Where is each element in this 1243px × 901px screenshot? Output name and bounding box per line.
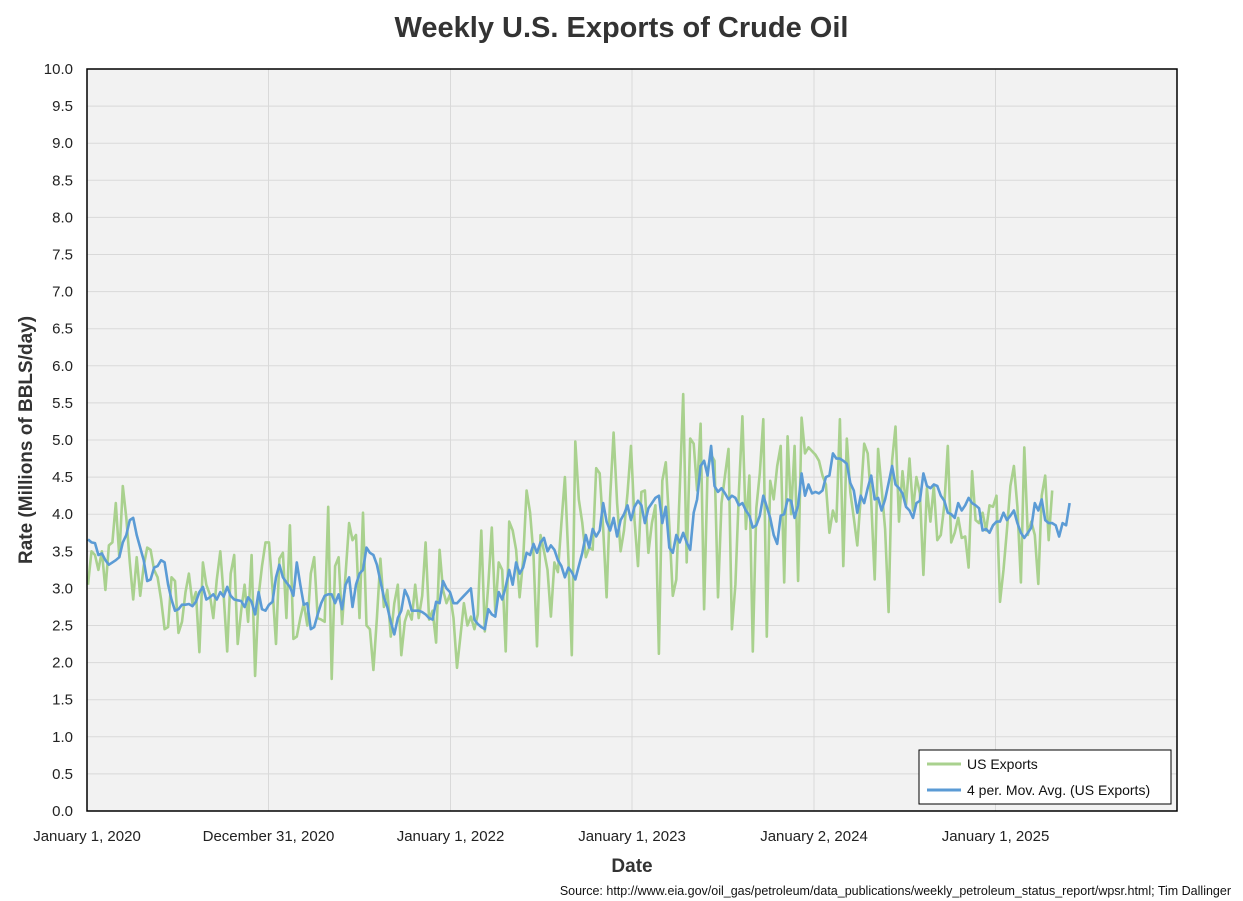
x-tick-label: January 1, 2020 (33, 828, 141, 845)
y-tick-label: 0.0 (52, 803, 73, 820)
y-tick-label: 9.0 (52, 135, 73, 152)
legend-label-moving-average: 4 per. Mov. Avg. (US Exports) (967, 782, 1150, 798)
series-lines (86, 392, 1071, 681)
y-tick-label: 5.0 (52, 432, 73, 449)
y-tick-label: 2.0 (52, 655, 73, 672)
y-tick-label: 6.5 (52, 321, 73, 338)
plot-frame (86, 68, 1178, 812)
y-tick-label: 0.5 (52, 766, 73, 783)
x-tick-label: January 2, 2024 (760, 828, 868, 845)
x-tick-label: January 1, 2025 (942, 828, 1050, 845)
y-axis-label: Rate (Millions of BBLS/day) (16, 316, 37, 564)
y-tick-label: 4.0 (52, 506, 73, 523)
legend: US Exports 4 per. Mov. Avg. (US Exports) (918, 749, 1172, 805)
y-tick-label: 2.5 (52, 618, 73, 635)
y-tick-label: 3.5 (52, 543, 73, 560)
y-axis-ticks: 0.0 0.5 1.0 1.5 2.0 2.5 3.0 3.5 4.0 4.5 5.0 5.5 6.0 6… (44, 61, 73, 820)
series-moving-average (87, 444, 1071, 636)
y-tick-label: 1.0 (52, 729, 73, 746)
x-tick-label: January 1, 2023 (578, 828, 686, 845)
x-tick-label: January 1, 2022 (397, 828, 505, 845)
y-tick-label: 1.5 (52, 692, 73, 709)
legend-box (918, 749, 1172, 805)
y-tick-label: 8.5 (52, 172, 73, 189)
legend-label-us-exports: US Exports (967, 756, 1038, 772)
y-tick-label: 4.5 (52, 469, 73, 486)
series-us-exports (86, 392, 1054, 681)
x-axis-ticks: January 1, 2020 December 31, 2020 January … (33, 828, 1049, 845)
y-tick-label: 8.0 (52, 209, 73, 226)
y-tick-label: 7.5 (52, 247, 73, 264)
y-tick-label: 3.0 (52, 580, 73, 597)
y-tick-label: 7.0 (52, 284, 73, 301)
x-axis-label: Date (611, 856, 652, 877)
y-tick-label: 9.5 (52, 98, 73, 115)
gridlines (87, 69, 1177, 811)
y-tick-label: 5.5 (52, 395, 73, 412)
chart-title: Weekly U.S. Exports of Crude Oil (394, 12, 849, 44)
x-tick-label: December 31, 2020 (203, 828, 335, 845)
y-tick-label: 10.0 (44, 61, 73, 78)
source-note: Source: http://www.eia.gov/oil_gas/petro… (560, 884, 1231, 898)
y-tick-label: 6.0 (52, 358, 73, 375)
